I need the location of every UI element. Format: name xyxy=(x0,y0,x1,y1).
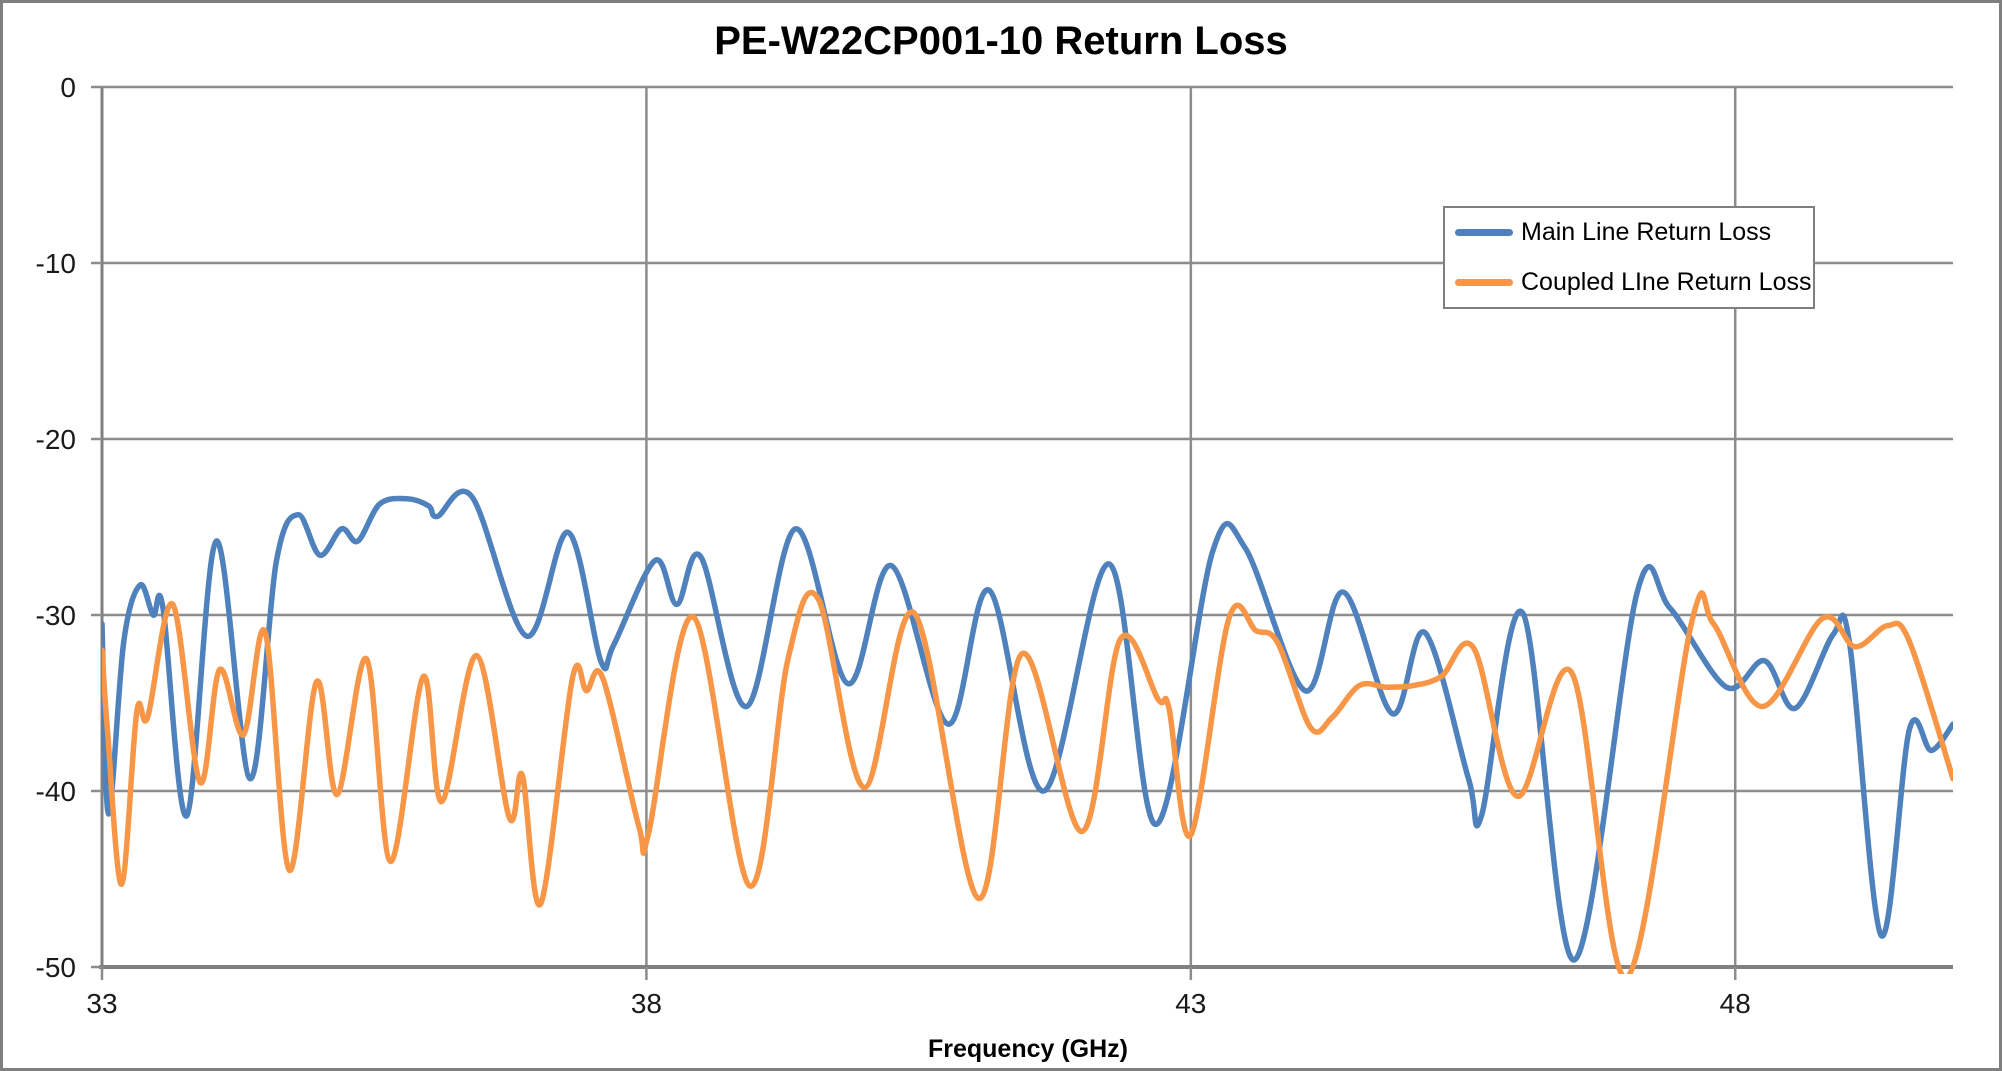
x-tick-label: 38 xyxy=(631,988,662,1019)
legend-label-main-line: Main Line Return Loss xyxy=(1521,218,1772,247)
x-tick-label: 48 xyxy=(1720,988,1751,1019)
x-axis-label: Frequency (GHz) xyxy=(928,1035,1128,1063)
y-tick-label: -20 xyxy=(36,424,76,455)
legend: Main Line Return Loss Coupled LIne Retur… xyxy=(1443,206,1815,309)
axes xyxy=(91,85,1953,980)
legend-item-coupled-line: Coupled LIne Return Loss xyxy=(1445,258,1813,308)
tick-labels: 33 38 43 48 0 -10 -20 -30 -40 -50 xyxy=(36,72,1751,1019)
x-tick-label: 43 xyxy=(1175,988,1206,1019)
series-lines xyxy=(102,488,1953,974)
y-tick-label: -30 xyxy=(36,600,76,631)
y-tick-label: -50 xyxy=(36,952,76,983)
legend-label-coupled-line: Coupled LIne Return Loss xyxy=(1521,267,1812,296)
series-line-main xyxy=(102,488,1953,963)
legend-item-main-line: Main Line Return Loss xyxy=(1445,208,1813,258)
x-tick-label: 33 xyxy=(86,988,117,1019)
chart-title: PE-W22CP001-10 Return Loss xyxy=(714,19,1288,63)
y-tick-label: -10 xyxy=(36,248,76,279)
legend-swatch-main-line xyxy=(1455,229,1513,237)
series-line-coupled xyxy=(102,589,1953,974)
legend-swatch-coupled-line xyxy=(1455,278,1513,286)
y-tick-label: -40 xyxy=(36,776,76,807)
y-tick-label: 0 xyxy=(60,72,76,103)
